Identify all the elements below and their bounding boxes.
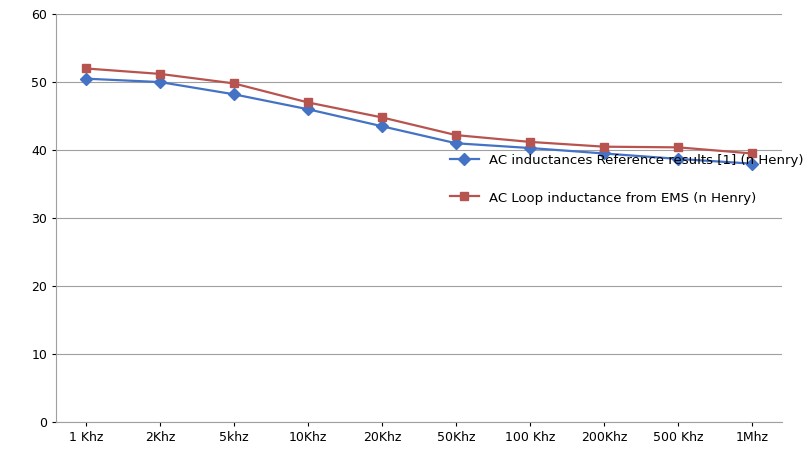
AC inductances Reference results [1] (n Henry): [747, 161, 757, 166]
AC Loop inductance from EMS (n Henry): [526, 139, 535, 145]
Line: AC Loop inductance from EMS (n Henry): AC Loop inductance from EMS (n Henry): [82, 64, 756, 158]
AC inductances Reference results [1] (n Henry): [303, 106, 313, 112]
AC inductances Reference results [1] (n Henry): [81, 76, 91, 82]
AC Loop inductance from EMS (n Henry): [303, 100, 313, 106]
Legend: AC inductances Reference results [1] (n Henry), AC Loop inductance from EMS (n H: AC inductances Reference results [1] (n …: [445, 149, 806, 210]
AC inductances Reference results [1] (n Henry): [673, 156, 683, 162]
AC inductances Reference results [1] (n Henry): [156, 79, 165, 85]
AC inductances Reference results [1] (n Henry): [451, 141, 461, 146]
AC Loop inductance from EMS (n Henry): [673, 144, 683, 150]
AC Loop inductance from EMS (n Henry): [600, 144, 609, 150]
AC inductances Reference results [1] (n Henry): [526, 145, 535, 151]
AC inductances Reference results [1] (n Henry): [377, 123, 387, 129]
AC Loop inductance from EMS (n Henry): [229, 81, 239, 86]
AC Loop inductance from EMS (n Henry): [81, 66, 91, 71]
AC Loop inductance from EMS (n Henry): [451, 132, 461, 138]
Line: AC inductances Reference results [1] (n Henry): AC inductances Reference results [1] (n …: [82, 75, 756, 168]
AC Loop inductance from EMS (n Henry): [156, 71, 165, 77]
AC inductances Reference results [1] (n Henry): [600, 151, 609, 156]
AC Loop inductance from EMS (n Henry): [747, 151, 757, 156]
AC inductances Reference results [1] (n Henry): [229, 91, 239, 97]
AC Loop inductance from EMS (n Henry): [377, 114, 387, 120]
